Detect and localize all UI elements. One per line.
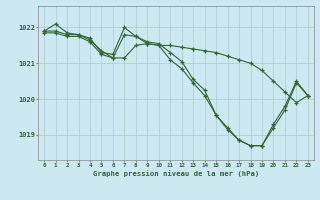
X-axis label: Graphe pression niveau de la mer (hPa): Graphe pression niveau de la mer (hPa) bbox=[93, 170, 259, 177]
